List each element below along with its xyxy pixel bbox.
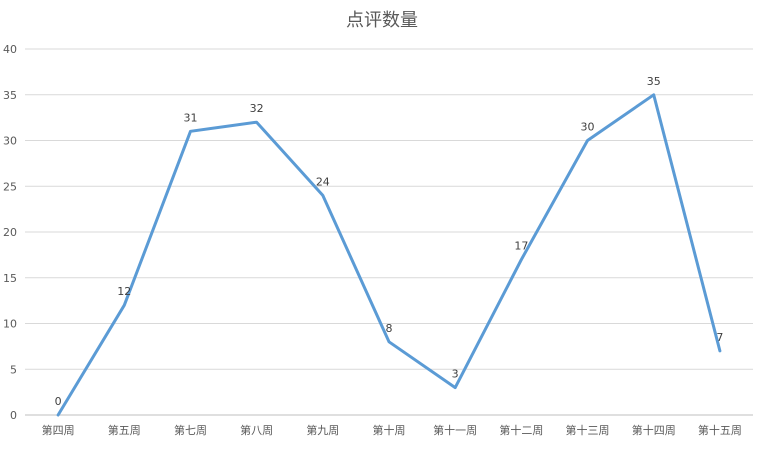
x-tick-label: 第十周 bbox=[373, 423, 406, 437]
x-tick-label: 第四周 bbox=[42, 423, 75, 437]
y-tick-label: 10 bbox=[3, 318, 17, 331]
data-label: 31 bbox=[183, 111, 197, 124]
gridlines bbox=[25, 49, 753, 415]
x-tick-label: 第十四周 bbox=[632, 423, 676, 437]
data-label: 0 bbox=[55, 395, 62, 408]
data-label: 7 bbox=[716, 331, 723, 344]
y-tick-label: 15 bbox=[3, 272, 17, 285]
x-tick-label: 第十二周 bbox=[499, 423, 543, 437]
y-tick-label: 25 bbox=[3, 180, 17, 193]
series-line bbox=[58, 95, 720, 415]
data-label: 24 bbox=[316, 175, 330, 188]
y-tick-label: 0 bbox=[10, 409, 17, 422]
chart-title: 点评数量 bbox=[346, 10, 418, 31]
series-group bbox=[58, 95, 720, 415]
data-label: 32 bbox=[250, 102, 264, 115]
x-tick-label: 第十一周 bbox=[433, 423, 477, 437]
x-tick-label: 第五周 bbox=[108, 423, 141, 437]
x-tick-label: 第七周 bbox=[174, 423, 207, 437]
data-labels: 0 12 31 32 24 8 3 17 30 35 7 bbox=[55, 75, 724, 408]
x-tick-label: 第八周 bbox=[240, 423, 273, 437]
data-label: 17 bbox=[514, 239, 528, 252]
y-axis-tick-labels: 0 5 10 15 20 25 30 35 40 bbox=[3, 43, 17, 422]
x-tick-label: 第十五周 bbox=[698, 423, 742, 437]
data-label: 35 bbox=[647, 75, 661, 88]
y-tick-label: 5 bbox=[10, 363, 17, 376]
x-tick-label: 第十三周 bbox=[566, 423, 610, 437]
y-tick-label: 20 bbox=[3, 226, 17, 239]
y-tick-label: 35 bbox=[3, 89, 17, 102]
data-label: 12 bbox=[117, 285, 131, 298]
x-tick-label: 第九周 bbox=[306, 423, 339, 437]
y-tick-label: 40 bbox=[3, 43, 17, 56]
x-axis-tick-labels: 第四周 第五周 第七周 第八周 第九周 第十周 第十一周 第十二周 第十三周 第十四周 第十五周 bbox=[42, 423, 742, 437]
y-tick-label: 30 bbox=[3, 135, 17, 148]
data-label: 3 bbox=[452, 368, 459, 381]
data-label: 30 bbox=[581, 121, 595, 134]
data-label: 8 bbox=[386, 322, 393, 335]
